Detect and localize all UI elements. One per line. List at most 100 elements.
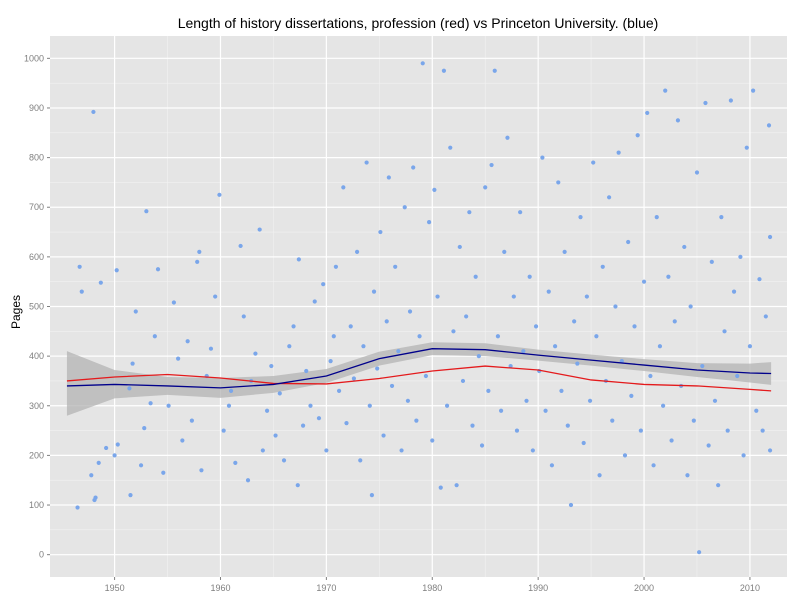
chart-title: Length of history dissertations, profess… (178, 15, 659, 31)
data-point (728, 98, 733, 103)
data-point (661, 403, 666, 408)
data-point (295, 483, 300, 488)
data-point (629, 393, 634, 398)
data-point (77, 264, 82, 269)
data-point (712, 398, 718, 403)
data-point (454, 483, 459, 488)
data-point (685, 473, 690, 478)
data-point (489, 162, 494, 168)
data-point (405, 398, 411, 403)
data-point (694, 170, 700, 175)
data-point (651, 463, 656, 468)
data-point (691, 418, 696, 423)
data-point (479, 443, 485, 448)
y-tick-label: 1000 (24, 53, 44, 63)
data-point (575, 361, 580, 366)
data-point (530, 448, 535, 453)
data-point (666, 274, 671, 279)
data-point (358, 458, 363, 463)
x-tick-label: 2000 (634, 583, 654, 593)
data-point (767, 448, 773, 453)
data-point (648, 373, 653, 379)
data-point (760, 428, 765, 433)
data-point (473, 274, 478, 279)
data-point (324, 448, 329, 453)
data-point (115, 442, 120, 447)
data-point (354, 249, 360, 255)
y-tick-label: 500 (29, 302, 44, 312)
data-point (423, 373, 429, 379)
data-point (381, 433, 386, 438)
data-point (703, 100, 708, 106)
data-point (180, 438, 185, 443)
data-point (654, 215, 659, 220)
data-point (688, 304, 693, 309)
data-point (371, 289, 377, 294)
data-point (402, 205, 407, 210)
data-point (91, 109, 96, 115)
data-point (114, 268, 119, 273)
data-point (291, 324, 296, 329)
x-tick-label: 1950 (105, 583, 125, 593)
data-point (364, 160, 369, 165)
data-point (386, 175, 391, 180)
data-point (96, 460, 101, 465)
data-point (197, 249, 202, 255)
data-point (226, 403, 232, 408)
data-point (638, 428, 643, 433)
data-point (486, 388, 491, 393)
data-point (420, 61, 425, 66)
data-point (735, 373, 740, 379)
data-point (257, 227, 262, 232)
data-point (682, 244, 687, 250)
data-point (619, 358, 624, 364)
data-point (495, 334, 501, 339)
y-tick-label: 700 (29, 202, 44, 212)
minor-gridlines (50, 36, 787, 577)
data-point (578, 215, 583, 220)
data-point (716, 483, 721, 488)
data-point (460, 378, 466, 384)
data-point (457, 244, 462, 250)
data-point (543, 408, 548, 413)
data-point (148, 401, 153, 406)
data-point (597, 473, 602, 478)
data-point (155, 267, 161, 272)
data-point (344, 421, 349, 426)
data-point (277, 391, 282, 396)
data-point (559, 388, 564, 393)
data-point (767, 234, 773, 240)
data-point (610, 418, 615, 423)
data-point (448, 145, 453, 150)
data-point (189, 418, 194, 423)
data-point (208, 346, 214, 351)
data-point (367, 403, 372, 408)
data-point (195, 259, 200, 264)
data-point (75, 505, 80, 510)
data-point (467, 210, 472, 215)
data-point (228, 388, 234, 393)
y-tick-label: 0 (39, 550, 44, 560)
data-point (672, 319, 677, 324)
y-tick-label: 900 (29, 103, 44, 113)
data-point (361, 344, 366, 349)
data-point (341, 185, 346, 190)
data-point (316, 416, 322, 421)
data-point (300, 423, 306, 428)
data-point (260, 448, 265, 453)
data-point (725, 428, 730, 433)
data-point (176, 356, 181, 361)
data-point (233, 460, 238, 465)
data-point (389, 383, 395, 389)
data-point (763, 314, 768, 319)
data-point (581, 440, 586, 446)
data-point (112, 453, 117, 458)
data-point (89, 473, 94, 478)
data-point (527, 274, 532, 279)
data-point (407, 309, 413, 314)
data-point (351, 376, 357, 381)
data-point (518, 210, 523, 215)
data-point (613, 304, 618, 309)
data-point (273, 433, 278, 438)
data-point (171, 300, 176, 305)
